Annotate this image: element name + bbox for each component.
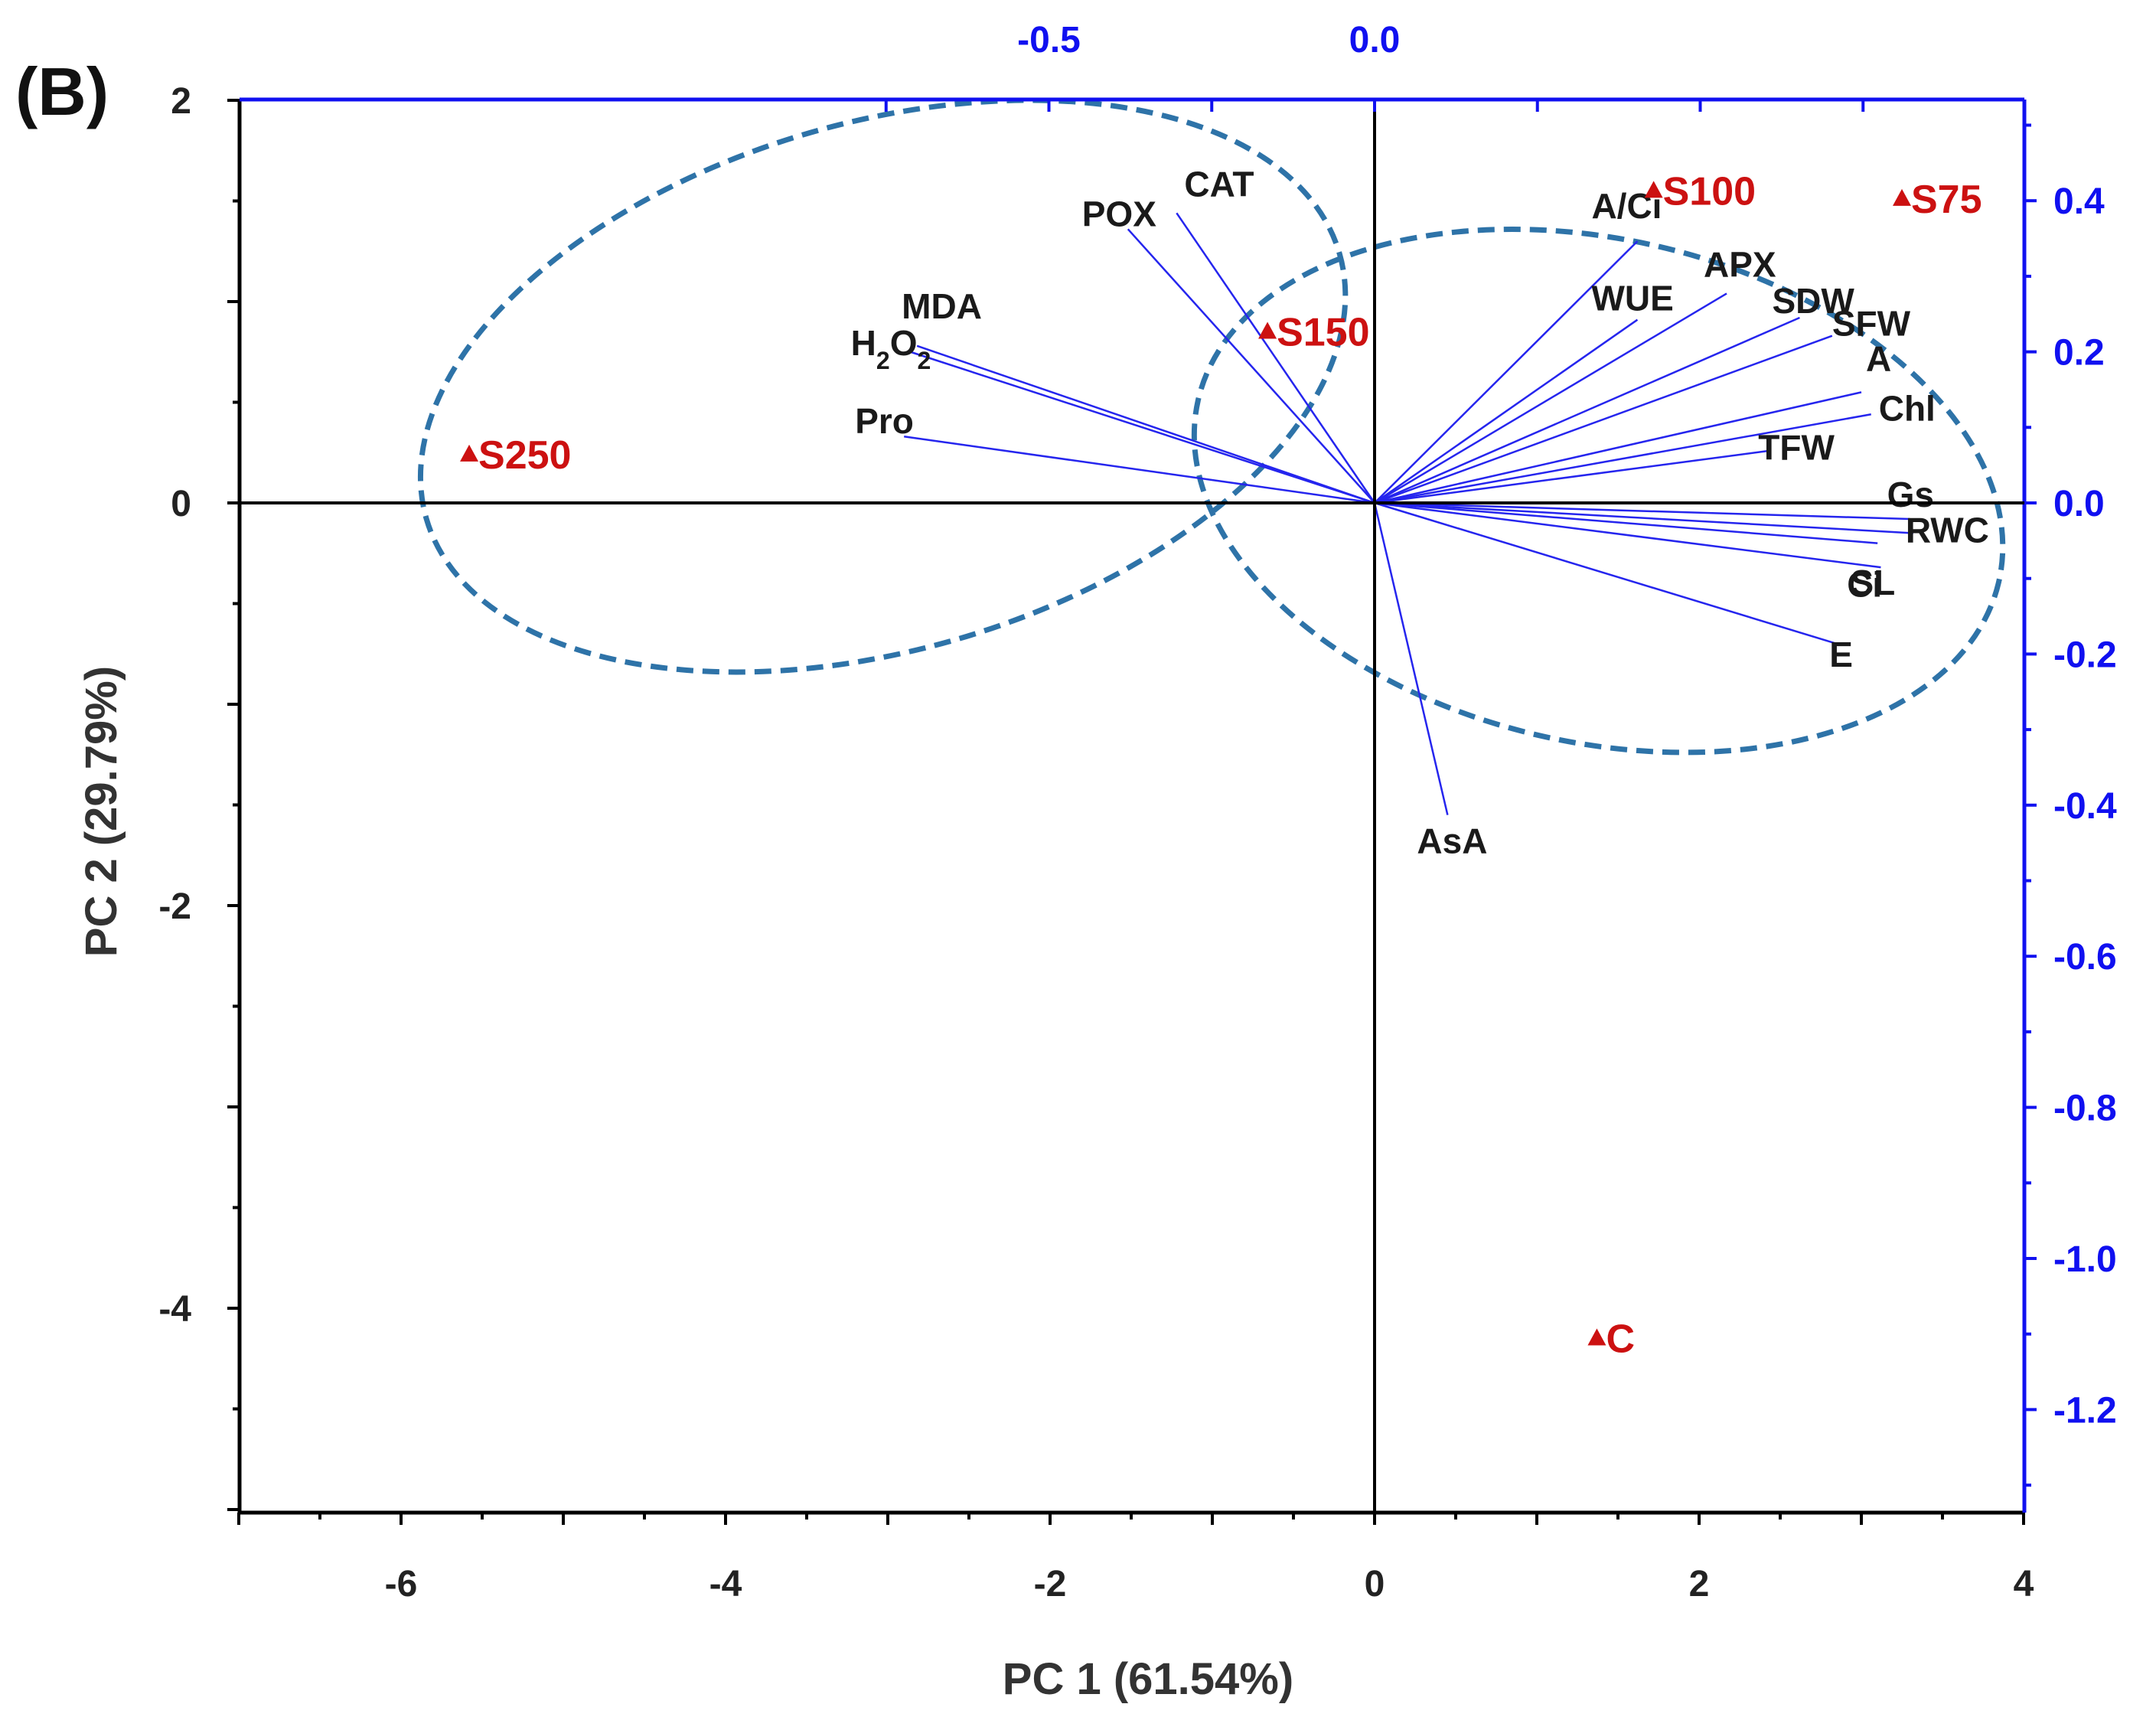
loading-vector-pro bbox=[904, 435, 1375, 504]
panel-label: (B) bbox=[15, 54, 109, 129]
axis-ticks: -6 -4 -2 0 2 4 2 0 -2 -4 -0.5 0.0 0.4 0.2 0.0 -0.2 -0.4 -… bbox=[158, 20, 2117, 1604]
loading-vector-cat bbox=[1176, 212, 1376, 504]
right-tick-label: -0.2 bbox=[2053, 635, 2117, 675]
loading-vector-e bbox=[1374, 501, 1838, 645]
right-tick-label: -0.4 bbox=[2053, 786, 2117, 827]
loading-label-h2o2: H2O2 bbox=[851, 323, 931, 374]
loading-vector-pox bbox=[1127, 228, 1375, 504]
y-axis-title: PC 2 (29.79%) bbox=[77, 666, 126, 957]
right-tick-label: -0.6 bbox=[2053, 937, 2117, 978]
score-label-s100: S100 bbox=[1663, 169, 1756, 214]
loading-label-wue: WUE bbox=[1591, 279, 1673, 318]
loading-label-cat: CAT bbox=[1184, 164, 1254, 204]
score-point-s250 bbox=[460, 444, 479, 462]
loading-label-sl: SL bbox=[1850, 563, 1895, 602]
right-tick-label: -1.2 bbox=[2053, 1390, 2117, 1431]
loading-label-sfw: SFW bbox=[1832, 304, 1911, 344]
x-tick-label: 4 bbox=[2014, 1564, 2034, 1604]
top-tick-label: -0.5 bbox=[1017, 20, 1081, 60]
x-tick-label: 0 bbox=[1365, 1564, 1385, 1604]
loading-vector-asa bbox=[1373, 502, 1449, 815]
loading-label-pox: POX bbox=[1082, 194, 1156, 233]
loading-vectors: CATPOXMDAH2O2ProA/CiWUEAPXSDWSFWAChlTFWG… bbox=[851, 164, 1989, 860]
loading-label-chl: Chl bbox=[1879, 388, 1936, 428]
right-tick-label: 0.4 bbox=[2053, 181, 2105, 222]
loading-vector-ci bbox=[1374, 501, 1878, 544]
sample-scores: S75 S100 S150 S250 C bbox=[460, 169, 1982, 1361]
loading-vector-rwc bbox=[1374, 501, 1913, 534]
x-axis-title: PC 1 (61.54%) bbox=[1003, 1654, 1293, 1704]
right-tick-label: 0.0 bbox=[2053, 484, 2105, 524]
loading-label-e: E bbox=[1829, 635, 1853, 674]
score-point-s75 bbox=[1893, 188, 1911, 206]
loading-label-tfw: TFW bbox=[1758, 428, 1835, 468]
score-point-s150 bbox=[1258, 322, 1277, 339]
x-tick-label: 2 bbox=[1689, 1564, 1710, 1604]
loading-vector-mda bbox=[916, 344, 1375, 504]
y-tick-label: 2 bbox=[171, 81, 191, 122]
score-label-s75: S75 bbox=[1911, 178, 1982, 222]
loading-label-ci: Ci bbox=[1847, 565, 1882, 605]
group-ellipses bbox=[417, 97, 2006, 756]
loading-vector-a bbox=[1374, 391, 1862, 504]
loading-label-asa: AsA bbox=[1417, 821, 1487, 861]
loading-label-pro: Pro bbox=[855, 401, 914, 441]
loading-label-sdw: SDW bbox=[1772, 281, 1854, 321]
group-ellipse-2 bbox=[1191, 227, 2006, 756]
loading-vector-chl bbox=[1374, 413, 1871, 504]
right-tick-label: -0.8 bbox=[2053, 1089, 2117, 1129]
x-tick-label: -2 bbox=[1034, 1564, 1067, 1604]
loading-vector-apx bbox=[1374, 292, 1727, 504]
loading-vector-sdw bbox=[1374, 316, 1800, 504]
loading-vector-gs bbox=[1374, 501, 1910, 521]
right-tick-label: 0.2 bbox=[2053, 333, 2105, 374]
right-tick-label: -1.0 bbox=[2053, 1239, 2117, 1280]
score-point-c bbox=[1587, 1328, 1606, 1346]
top-tick-label: 0.0 bbox=[1349, 20, 1401, 60]
score-point-s100 bbox=[1644, 181, 1663, 198]
group-ellipse-1 bbox=[417, 97, 1349, 675]
score-label-s150: S150 bbox=[1277, 310, 1369, 354]
loading-vector-wue bbox=[1374, 318, 1639, 504]
y-tick-label: -4 bbox=[158, 1289, 191, 1330]
y-tick-label: 0 bbox=[171, 484, 191, 524]
loading-vector-tfw bbox=[1374, 449, 1771, 504]
loading-vector-sfw bbox=[1374, 335, 1833, 504]
loading-vector-sl bbox=[1374, 501, 1881, 569]
loading-label-mda: MDA bbox=[902, 286, 982, 326]
loading-vector-aci bbox=[1374, 240, 1639, 504]
score-label-s250: S250 bbox=[478, 433, 571, 478]
score-label-c: C bbox=[1606, 1317, 1635, 1361]
x-tick-label: -4 bbox=[709, 1564, 742, 1604]
loading-label-apx: APX bbox=[1704, 244, 1776, 284]
loading-vector-h2o2 bbox=[910, 351, 1375, 504]
loading-label-gs: Gs bbox=[1887, 475, 1934, 514]
y-tick-label: -2 bbox=[158, 886, 191, 927]
loading-label-a: A bbox=[1866, 338, 1891, 378]
loading-label-rwc: RWC bbox=[1906, 510, 1989, 550]
x-tick-label: -6 bbox=[385, 1564, 418, 1604]
